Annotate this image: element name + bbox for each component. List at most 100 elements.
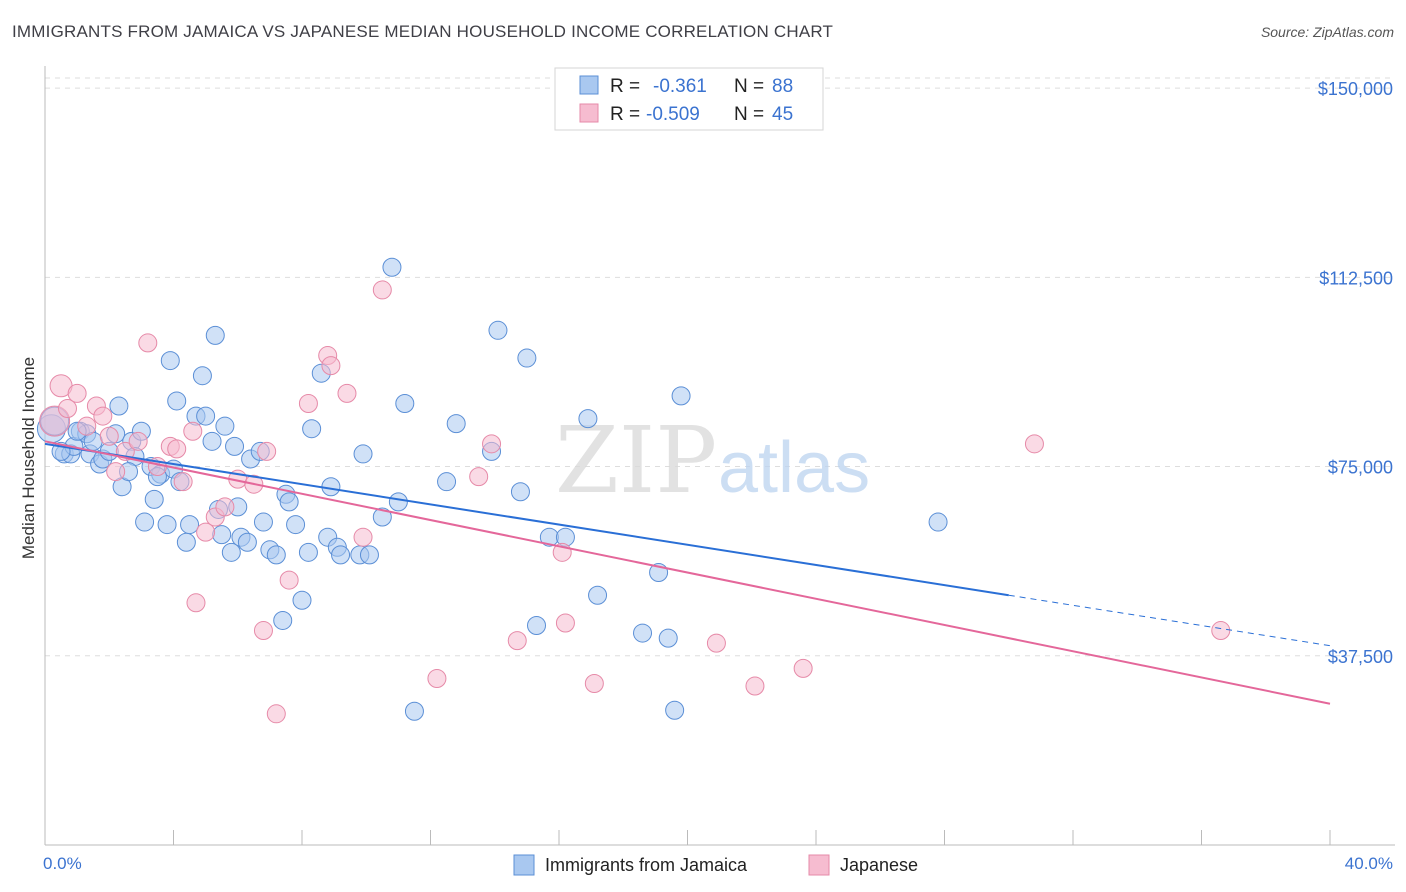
jamaica-point bbox=[359, 545, 379, 565]
y-tick-label: $75,000 bbox=[1328, 458, 1393, 478]
y-tick-label: $37,500 bbox=[1328, 647, 1393, 667]
japanese-point bbox=[93, 406, 113, 426]
japanese-point bbox=[167, 439, 187, 459]
jamaica-point bbox=[253, 512, 273, 532]
jamaica-point bbox=[395, 393, 415, 413]
x-tick-label-min: 0.0% bbox=[43, 854, 82, 873]
japanese-point bbox=[215, 497, 235, 517]
axes bbox=[44, 66, 1395, 846]
jamaica-point bbox=[321, 477, 341, 497]
jamaica-point bbox=[266, 545, 286, 565]
japanese-point bbox=[745, 676, 765, 696]
jamaica-point bbox=[196, 406, 216, 426]
source-label: Source: ZipAtlas.com bbox=[1260, 24, 1394, 40]
japanese-point bbox=[279, 570, 299, 590]
japanese-point bbox=[482, 434, 502, 454]
jamaica-point bbox=[665, 700, 685, 720]
japanese-point bbox=[253, 621, 273, 641]
japanese-point bbox=[321, 356, 341, 376]
jamaica-point bbox=[157, 515, 177, 535]
jamaica-point bbox=[292, 590, 312, 610]
legend-n-value-1: 88 bbox=[772, 76, 793, 97]
japanese-point bbox=[584, 674, 604, 694]
japanese-point bbox=[186, 593, 206, 613]
watermark-atlas: atlas bbox=[718, 428, 870, 508]
y-tick-labels: $37,500 $75,000 $112,500 $150,000 bbox=[1318, 79, 1393, 667]
jamaica-point bbox=[578, 409, 598, 429]
jamaica-point bbox=[215, 416, 235, 436]
jamaica-point bbox=[382, 257, 402, 277]
legend-r-value-2: -0.509 bbox=[646, 104, 700, 125]
jamaica-point bbox=[225, 436, 245, 456]
japanese-point bbox=[106, 462, 126, 482]
jamaica-point bbox=[176, 532, 196, 552]
jamaica-point bbox=[388, 492, 408, 512]
legend-r-value-1: -0.361 bbox=[653, 76, 707, 97]
jamaica-point bbox=[517, 348, 537, 368]
y-tick-label: $150,000 bbox=[1318, 79, 1393, 99]
jamaica-point bbox=[353, 444, 373, 464]
jamaica-point bbox=[180, 515, 200, 535]
y-axis-title: Median Household Income bbox=[19, 357, 38, 559]
japanese-point bbox=[793, 658, 813, 678]
jamaica-point bbox=[144, 489, 164, 509]
bottom-legend-label-jamaica: Immigrants from Jamaica bbox=[545, 855, 748, 875]
jamaica-point bbox=[671, 386, 691, 406]
trendline-jamaica bbox=[44, 442, 1009, 597]
japanese-point bbox=[706, 633, 726, 653]
japanese-point bbox=[1211, 621, 1231, 641]
japanese-point bbox=[57, 399, 77, 419]
jamaica-point bbox=[202, 431, 222, 451]
chart-title: IMMIGRANTS FROM JAMAICA VS JAPANESE MEDI… bbox=[12, 22, 834, 41]
japanese-point bbox=[372, 280, 392, 300]
jamaica-point bbox=[192, 366, 212, 386]
jamaica-point bbox=[205, 325, 225, 345]
grid-lines bbox=[45, 77, 1395, 657]
x-tick-label-max: 40.0% bbox=[1345, 854, 1393, 873]
bottom-legend-swatch-blue bbox=[513, 854, 535, 876]
jamaica-point bbox=[167, 391, 187, 411]
jamaica-point bbox=[212, 525, 232, 545]
japanese-point bbox=[128, 431, 148, 451]
jamaica-point bbox=[286, 515, 306, 535]
legend-n-value-2: 45 bbox=[772, 104, 793, 125]
watermark: ZIP atlas bbox=[555, 407, 870, 514]
bottom-legend-label-japanese: Japanese bbox=[840, 855, 918, 875]
legend-r-label-2: R = bbox=[610, 104, 640, 125]
jamaica-point bbox=[302, 419, 322, 439]
japanese-point bbox=[257, 441, 277, 461]
japanese-point bbox=[138, 333, 158, 353]
japanese-point bbox=[99, 426, 119, 446]
japanese-point bbox=[353, 527, 373, 547]
japanese-point bbox=[507, 631, 527, 651]
jamaica-point bbox=[372, 507, 392, 527]
legend-r-label-1: R = bbox=[610, 76, 640, 97]
japanese-point bbox=[337, 383, 357, 403]
legend-box: R = -0.361 N = 88 R = -0.509 N = 45 bbox=[554, 67, 824, 131]
legend-n-label-1: N = bbox=[734, 76, 764, 97]
jamaica-point bbox=[510, 482, 530, 502]
trendline-jamaica-extension bbox=[1008, 594, 1331, 647]
bottom-legend-swatch-pink bbox=[808, 854, 830, 876]
japanese-point bbox=[183, 421, 203, 441]
jamaica-point bbox=[160, 351, 180, 371]
jamaica-point bbox=[221, 542, 241, 562]
jamaica-point bbox=[135, 512, 155, 532]
jamaica-point bbox=[928, 512, 948, 532]
y-tick-label: $112,500 bbox=[1319, 268, 1393, 288]
japanese-point bbox=[1024, 434, 1044, 454]
jamaica-point bbox=[588, 585, 608, 605]
jamaica-point bbox=[527, 615, 547, 635]
japanese-point bbox=[67, 383, 87, 403]
legend-swatch-blue bbox=[579, 75, 599, 95]
jamaica-point bbox=[404, 701, 424, 721]
jamaica-point bbox=[237, 532, 257, 552]
jamaica-point bbox=[331, 545, 351, 565]
bottom-legend: Immigrants from Jamaica Japanese bbox=[513, 854, 918, 876]
japanese-point bbox=[298, 393, 318, 413]
legend-n-label-2: N = bbox=[734, 104, 764, 125]
japanese-point bbox=[77, 416, 97, 436]
watermark-zip: ZIP bbox=[555, 407, 717, 514]
jamaica-point bbox=[273, 610, 293, 630]
